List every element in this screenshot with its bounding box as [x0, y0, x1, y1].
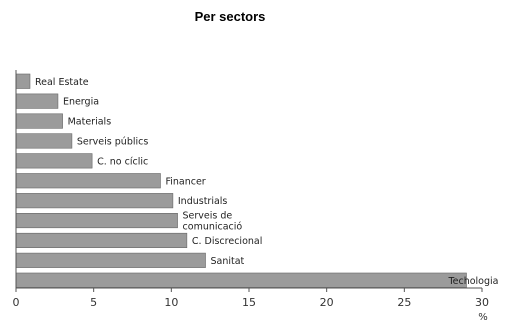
bar-label: Serveis públics	[77, 136, 148, 147]
x-tick-label: 5	[90, 296, 97, 309]
chart-title: Per sectors	[195, 9, 266, 24]
x-tick-label: 20	[320, 296, 334, 309]
x-tick-label: 0	[13, 296, 20, 309]
bar-label: C. no cíclic	[97, 156, 148, 167]
bar	[15, 153, 93, 169]
bar	[15, 173, 161, 189]
bar-label: Techologia	[447, 276, 498, 287]
bar-label: Serveis de	[183, 211, 233, 222]
x-tick-label: 30	[475, 296, 489, 309]
x-tick-label: 15	[242, 296, 256, 309]
bar-label: comunicació	[183, 222, 243, 233]
bar-label: Sanitat	[211, 256, 245, 267]
bar	[15, 272, 467, 288]
bar-label: Materials	[68, 117, 112, 128]
x-axis: 0 5 10 15 20 25 30	[13, 70, 489, 309]
bar	[15, 93, 59, 109]
x-tick-label: 25	[397, 296, 411, 309]
bar-label: Financer	[165, 176, 205, 187]
bar	[15, 73, 31, 89]
bar-label: C. Discrecional	[192, 236, 263, 247]
bar-label: Energia	[63, 97, 99, 108]
bar	[15, 252, 206, 268]
bar	[15, 193, 174, 209]
bar-labels-group: Real Estate Energia Materials Serveis públi…	[35, 77, 499, 287]
bar	[15, 133, 73, 149]
bar-label: Real Estate	[35, 77, 89, 88]
bar	[15, 232, 188, 248]
bar	[15, 213, 178, 229]
bar-label: Industrials	[178, 196, 228, 207]
x-tick-label: 10	[164, 296, 178, 309]
x-axis-unit-label: %	[478, 312, 488, 320]
bar	[15, 113, 63, 129]
